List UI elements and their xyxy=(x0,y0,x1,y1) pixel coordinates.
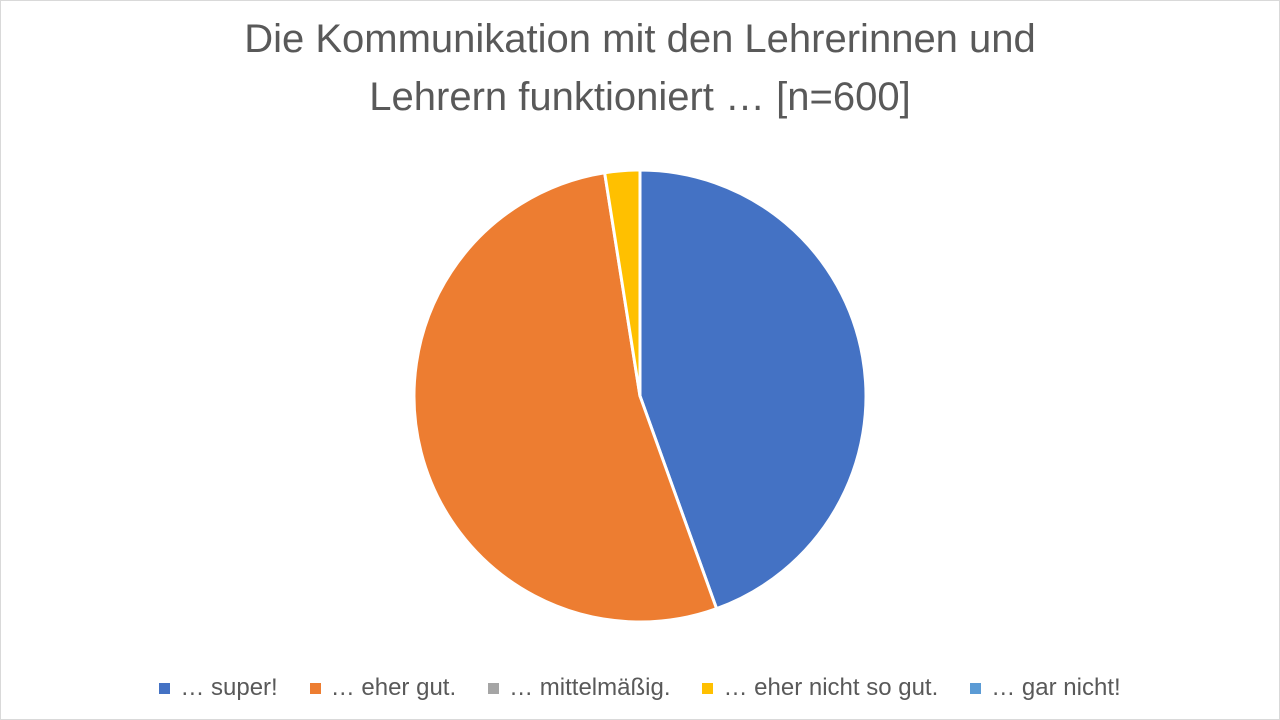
chart-title-line-2: Lehrern funktioniert … [n=600] xyxy=(369,75,911,119)
legend-swatch-3 xyxy=(702,682,714,694)
pie-slice-0 xyxy=(638,168,868,611)
legend-label-1: … eher gut. xyxy=(330,674,457,701)
legend-label-0: … super! xyxy=(180,674,278,701)
pie-slice-1 xyxy=(412,171,719,624)
legend-swatch-2 xyxy=(488,682,500,694)
chart-legend: … super! … eher gut. … mittelmäßig. … eher … xyxy=(0,674,1280,702)
legend-label-2: … mittelmäßig. xyxy=(509,674,671,701)
chart-title-line-1: Die Kommunikation mit den Lehrerinnen un… xyxy=(244,17,1036,61)
legend-label-3: … eher nicht so gut. xyxy=(723,674,939,701)
legend-swatch-1 xyxy=(309,682,321,694)
chart-title: Die Kommunikation mit den Lehrerinnen un… xyxy=(0,10,1280,126)
legend-item-4: … gar nicht! xyxy=(970,674,1121,702)
legend-label-4: … gar nicht! xyxy=(991,674,1121,701)
legend-swatch-4 xyxy=(970,682,982,694)
legend-item-1: … eher gut. xyxy=(309,674,457,702)
legend-swatch-0 xyxy=(159,682,171,694)
legend-item-0: … super! xyxy=(159,674,278,702)
legend-item-3: … eher nicht so gut. xyxy=(702,674,938,702)
pie-slice-3 xyxy=(603,168,642,398)
legend-item-2: … mittelmäßig. xyxy=(488,674,670,702)
pie-slices xyxy=(412,168,868,624)
